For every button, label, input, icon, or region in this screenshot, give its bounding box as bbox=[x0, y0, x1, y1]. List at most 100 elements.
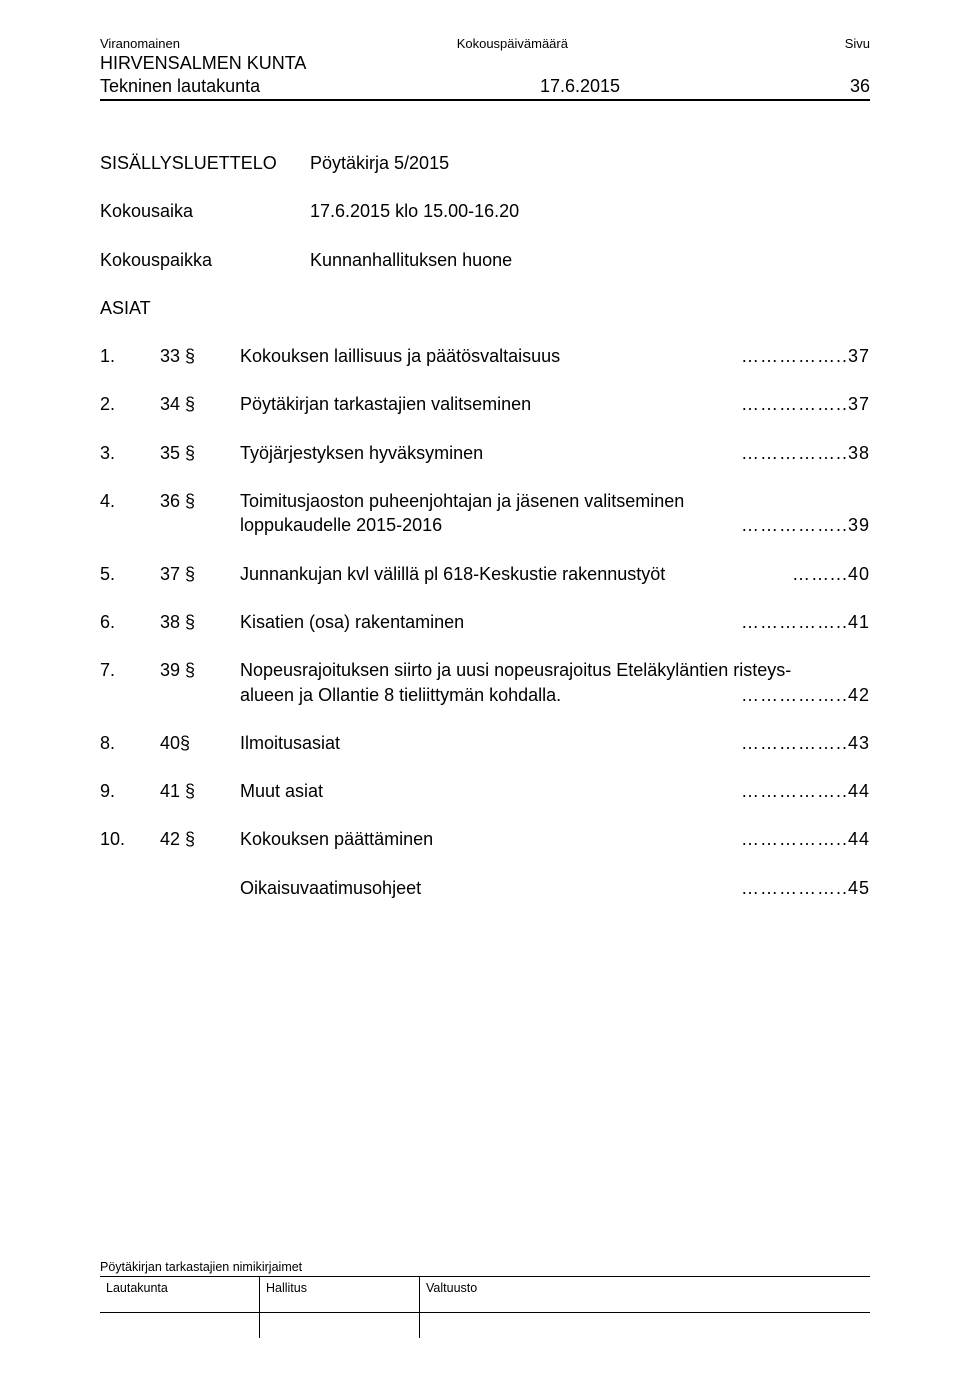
item-section: 38 § bbox=[160, 610, 240, 634]
item-section: 36 § bbox=[160, 489, 240, 513]
item-number: 2. bbox=[100, 392, 160, 416]
item-section: 40§ bbox=[160, 731, 240, 755]
item-text: alueen ja Ollantie 8 tieliittymän kohdal… bbox=[240, 683, 561, 707]
toc-item: 2.34 §Pöytäkirjan tarkastajien valitsemi… bbox=[100, 392, 870, 416]
item-desc-line: alueen ja Ollantie 8 tieliittymän kohdal… bbox=[240, 683, 870, 707]
footer-cell-valtuusto: Valtuusto bbox=[420, 1277, 870, 1312]
protocol-label: Pöytäkirja 5/2015 bbox=[310, 151, 870, 175]
item-desc-line: Kokouksen laillisuus ja päätösvaltaisuus… bbox=[240, 344, 870, 368]
footer-empty-3 bbox=[420, 1313, 870, 1338]
toc-item: 4.36 §Toimitusjaoston puheenjohtajan ja … bbox=[100, 489, 870, 538]
item-number: 8. bbox=[100, 731, 160, 755]
item-desc-line: Nopeusrajoituksen siirto ja uusi nopeusr… bbox=[240, 658, 870, 682]
item-desc: Nopeusrajoituksen siirto ja uusi nopeusr… bbox=[240, 658, 870, 707]
footer-row2 bbox=[100, 1312, 870, 1338]
item-desc-line: Junnankujan kvl välillä pl 618-Keskustie… bbox=[240, 562, 870, 586]
item-dots: ……………..37 bbox=[741, 392, 870, 416]
item-section: 39 § bbox=[160, 658, 240, 682]
item-dots: ……………..39 bbox=[741, 513, 870, 537]
item-text: Muut asiat bbox=[240, 779, 323, 803]
board-date: 17.6.2015 bbox=[460, 76, 700, 97]
item-desc-line: loppukaudelle 2015-2016 ……………..39 bbox=[240, 513, 870, 537]
item-number: 5. bbox=[100, 562, 160, 586]
item-section: 37 § bbox=[160, 562, 240, 586]
item-desc-line: Muut asiat ……………..44 bbox=[240, 779, 870, 803]
item-section: 34 § bbox=[160, 392, 240, 416]
item-dots: ……...40 bbox=[792, 562, 870, 586]
footer-empty-1 bbox=[100, 1313, 260, 1338]
item-desc-line: Työjärjestyksen hyväksyminen ……………..38 bbox=[240, 441, 870, 465]
footer-empty-2 bbox=[260, 1313, 420, 1338]
org-name: HIRVENSALMEN KUNTA bbox=[100, 53, 870, 74]
item-desc: Oikaisuvaatimusohjeet ……………..45 bbox=[240, 876, 870, 900]
date-label: Kokouspäivämäärä bbox=[457, 36, 568, 51]
item-desc: Kokouksen laillisuus ja päätösvaltaisuus… bbox=[240, 344, 870, 368]
toc-item: 3.35 §Työjärjestyksen hyväksyminen …………….… bbox=[100, 441, 870, 465]
item-dots: ……………..42 bbox=[741, 683, 870, 707]
item-desc-line: Kisatien (osa) rakentaminen……………..41 bbox=[240, 610, 870, 634]
item-desc: Kisatien (osa) rakentaminen……………..41 bbox=[240, 610, 870, 634]
asiat-header: ASIAT bbox=[100, 296, 870, 320]
header-rule bbox=[100, 99, 870, 101]
item-desc-line: Kokouksen päättäminen……………..44 bbox=[240, 827, 870, 851]
item-section: 42 § bbox=[160, 827, 240, 851]
item-text: Junnankujan kvl välillä pl 618-Keskustie… bbox=[240, 562, 665, 586]
item-number: 10. bbox=[100, 827, 160, 851]
item-number: 9. bbox=[100, 779, 160, 803]
time-val: 17.6.2015 klo 15.00-16.20 bbox=[310, 199, 870, 223]
item-dots: ……………..44 bbox=[741, 779, 870, 803]
item-number: 1. bbox=[100, 344, 160, 368]
item-desc: Toimitusjaoston puheenjohtajan ja jäsene… bbox=[240, 489, 870, 538]
item-desc-line: Toimitusjaoston puheenjohtajan ja jäsene… bbox=[240, 489, 870, 513]
footer: Pöytäkirjan tarkastajien nimikirjaimet L… bbox=[100, 1260, 870, 1338]
content: SISÄLLYSLUETTELO Pöytäkirja 5/2015 Kokou… bbox=[100, 151, 870, 900]
item-desc: Ilmoitusasiat……………..43 bbox=[240, 731, 870, 755]
item-section: 35 § bbox=[160, 441, 240, 465]
item-text: Työjärjestyksen hyväksyminen bbox=[240, 441, 483, 465]
item-desc: Muut asiat ……………..44 bbox=[240, 779, 870, 803]
item-text: Nopeusrajoituksen siirto ja uusi nopeusr… bbox=[240, 658, 791, 682]
item-desc-line: Ilmoitusasiat……………..43 bbox=[240, 731, 870, 755]
item-number: 4. bbox=[100, 489, 160, 513]
item-text: loppukaudelle 2015-2016 bbox=[240, 513, 442, 537]
item-number: 3. bbox=[100, 441, 160, 465]
toc-item: 10.42 §Kokouksen päättäminen……………..44 bbox=[100, 827, 870, 851]
board-row: Tekninen lautakunta 17.6.2015 36 bbox=[100, 76, 870, 97]
item-text: Oikaisuvaatimusohjeet bbox=[240, 876, 421, 900]
toc-item: 1.33 §Kokouksen laillisuus ja päätösvalt… bbox=[100, 344, 870, 368]
toc-item: Oikaisuvaatimusohjeet ……………..45 bbox=[100, 876, 870, 900]
toc-item: 9.41 §Muut asiat ……………..44 bbox=[100, 779, 870, 803]
item-section: 33 § bbox=[160, 344, 240, 368]
footer-cell-hallitus: Hallitus bbox=[260, 1277, 420, 1312]
toc-item: 8.40§Ilmoitusasiat……………..43 bbox=[100, 731, 870, 755]
board-page: 36 bbox=[700, 76, 870, 97]
board-name: Tekninen lautakunta bbox=[100, 76, 460, 97]
item-desc: Työjärjestyksen hyväksyminen ……………..38 bbox=[240, 441, 870, 465]
item-dots: ……………..38 bbox=[741, 441, 870, 465]
toc-item: 7.39 §Nopeusrajoituksen siirto ja uusi n… bbox=[100, 658, 870, 707]
footer-cell-lautakunta: Lautakunta bbox=[100, 1277, 260, 1312]
item-text: Toimitusjaoston puheenjohtajan ja jäsene… bbox=[240, 489, 684, 513]
item-dots: ……………..41 bbox=[741, 610, 870, 634]
items-list: 1.33 §Kokouksen laillisuus ja päätösvalt… bbox=[100, 344, 870, 900]
item-dots: ……………..45 bbox=[741, 876, 870, 900]
place-val: Kunnanhallituksen huone bbox=[310, 248, 870, 272]
item-text: Pöytäkirjan tarkastajien valitseminen bbox=[240, 392, 531, 416]
footer-row1: Lautakunta Hallitus Valtuusto bbox=[100, 1276, 870, 1312]
item-section: 41 § bbox=[160, 779, 240, 803]
item-desc: Junnankujan kvl välillä pl 618-Keskustie… bbox=[240, 562, 870, 586]
item-text: Kokouksen laillisuus ja päätösvaltaisuus bbox=[240, 344, 560, 368]
item-number: 7. bbox=[100, 658, 160, 682]
item-desc-line: Pöytäkirjan tarkastajien valitseminen ………… bbox=[240, 392, 870, 416]
header-top-row: Viranomainen Kokouspäivämäärä Sivu bbox=[100, 36, 870, 51]
toc-item: 6.38 §Kisatien (osa) rakentaminen……………..… bbox=[100, 610, 870, 634]
item-desc: Pöytäkirjan tarkastajien valitseminen ………… bbox=[240, 392, 870, 416]
item-desc: Kokouksen päättäminen……………..44 bbox=[240, 827, 870, 851]
item-dots: ……………..43 bbox=[741, 731, 870, 755]
place-key: Kokouspaikka bbox=[100, 248, 310, 272]
toc-item: 5.37 §Junnankujan kvl välillä pl 618-Kes… bbox=[100, 562, 870, 586]
item-dots: ……………..37 bbox=[741, 344, 870, 368]
page-label: Sivu bbox=[845, 36, 870, 51]
toc-label: SISÄLLYSLUETTELO bbox=[100, 151, 310, 175]
item-dots: ……………..44 bbox=[741, 827, 870, 851]
